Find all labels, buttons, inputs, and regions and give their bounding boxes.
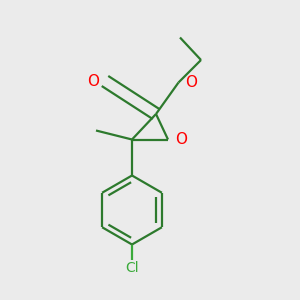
Text: O: O xyxy=(185,75,197,90)
Text: O: O xyxy=(176,132,188,147)
Text: O: O xyxy=(87,74,99,88)
Text: Cl: Cl xyxy=(125,261,139,275)
